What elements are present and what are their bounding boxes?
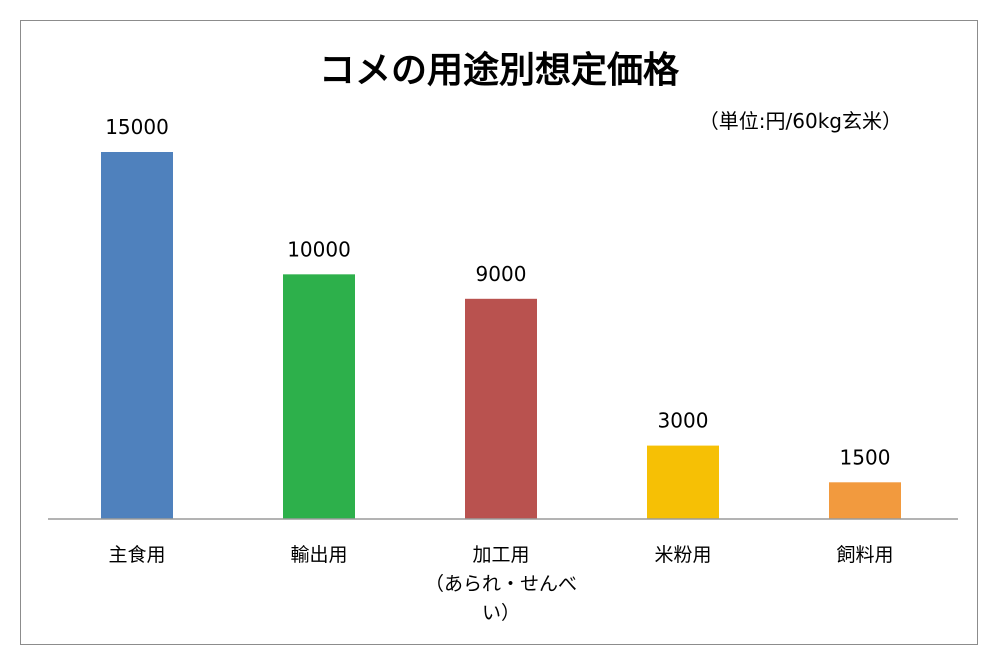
category-label-2-line-1: （あられ・せんべ [425,573,577,595]
value-label-1: 10000 [287,237,351,261]
category-label-1: 輸出用 [290,544,347,566]
value-label-2: 9000 [476,262,527,286]
category-label-3: 米粉用 [654,544,711,566]
bar-2 [465,298,537,519]
bars-group [101,152,901,519]
category-label-4: 飼料用 [836,544,893,566]
bar-0 [101,152,173,519]
category-label-0: 主食用 [108,544,165,566]
value-label-3: 3000 [658,409,709,433]
value-label-4: 1500 [840,445,891,469]
bar-4 [829,482,901,519]
chart-title: コメの用途別想定価格 [319,49,680,91]
unit-note: （単位:円/60kg玄米） [699,109,902,133]
bar-1 [283,274,355,519]
category-label-2-line-2: い） [482,602,520,624]
category-label-2: 加工用 [472,544,529,566]
value-label-0: 15000 [105,115,169,139]
bar-3 [647,445,719,519]
